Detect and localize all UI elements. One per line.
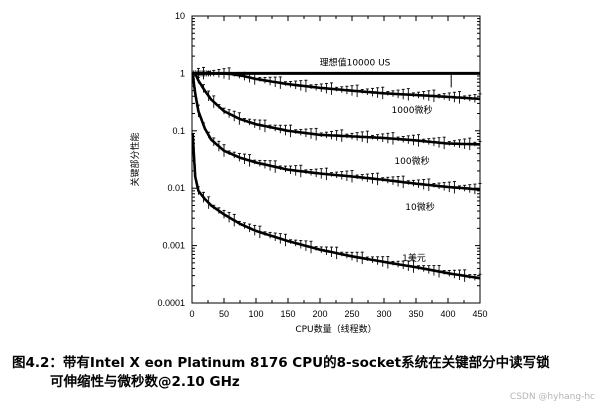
caption-line-1: 图4.2：带有Intel X eon Platinum 8176 CPU的8-s… bbox=[12, 355, 550, 371]
series-label: 10微秒 bbox=[405, 201, 434, 213]
series-label: 理想值10000 US bbox=[320, 56, 391, 68]
y-axis-ticks: 10 1 0.1 0.01 0.001 0.0001 bbox=[157, 11, 480, 308]
x-tick-label: 100 bbox=[248, 309, 263, 319]
x-axis-title: CPU数量（线程数） bbox=[295, 323, 376, 335]
caption-line-2: 可伸缩性与微秒数@2.10 GHz bbox=[50, 374, 240, 390]
series-line bbox=[191, 73, 481, 191]
watermark: CSDN @hyhang-hc bbox=[509, 392, 595, 402]
y-tick-label: 1 bbox=[180, 68, 185, 78]
y-tick-label: 0.01 bbox=[167, 183, 185, 193]
x-tick-label: 50 bbox=[219, 309, 229, 319]
figure-caption: 图4.2：带有Intel X eon Platinum 8176 CPU的8-s… bbox=[12, 354, 602, 392]
series-line bbox=[191, 133, 481, 280]
x-axis-ticks: 0 50 100 150 200 250 300 350 400 450 bbox=[189, 16, 488, 319]
chart-canvas: 10 1 0.1 0.01 0.001 0.0001 0 50 100 150 200 250 300… bbox=[129, 11, 488, 335]
y-tick-label: 0.0001 bbox=[157, 298, 185, 308]
series-labels: 理想值10000 US 1000微秒 100微秒 10微秒 1美元 bbox=[320, 56, 435, 263]
x-tick-label: 450 bbox=[472, 309, 487, 319]
series-layer bbox=[191, 66, 482, 283]
series-line bbox=[191, 72, 481, 146]
x-tick-label: 250 bbox=[344, 309, 359, 319]
x-tick-label: 150 bbox=[280, 309, 295, 319]
series-label: 1美元 bbox=[402, 252, 426, 264]
y-axis-title: 关键部分性能 bbox=[129, 132, 141, 186]
x-tick-label: 0 bbox=[189, 309, 194, 319]
x-tick-label: 350 bbox=[408, 309, 423, 319]
x-tick-label: 300 bbox=[376, 309, 391, 319]
x-tick-label: 400 bbox=[440, 309, 455, 319]
series-label: 1000微秒 bbox=[392, 104, 433, 116]
series-line bbox=[192, 72, 481, 101]
y-tick-label: 0.001 bbox=[162, 241, 185, 251]
series-label: 100微秒 bbox=[394, 155, 429, 167]
y-tick-label: 10 bbox=[175, 11, 185, 21]
x-tick-label: 200 bbox=[312, 309, 327, 319]
y-tick-label: 0.1 bbox=[172, 126, 185, 136]
